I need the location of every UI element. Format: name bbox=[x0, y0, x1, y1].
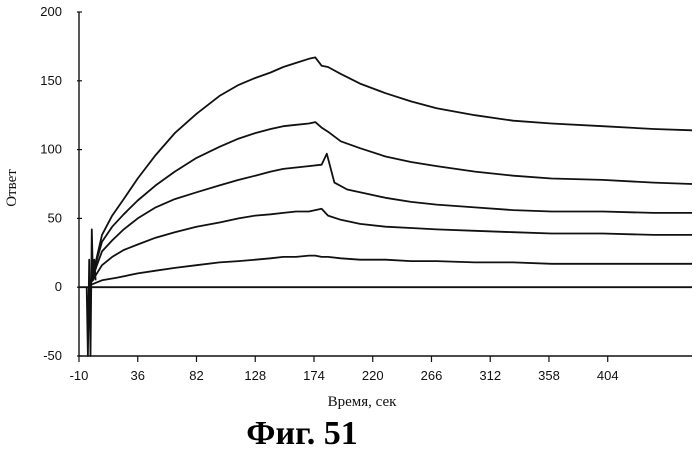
series-group bbox=[79, 57, 692, 287]
series-line-2 bbox=[92, 122, 692, 280]
y-tick-label: -50 bbox=[43, 348, 62, 363]
figure-caption: Фиг. 51 bbox=[246, 415, 357, 450]
y-tick-label: 50 bbox=[48, 210, 62, 225]
x-tick-label: 220 bbox=[362, 368, 384, 383]
series-line-4 bbox=[92, 209, 692, 282]
x-tick-label: -10 bbox=[70, 368, 89, 383]
x-tick-label: 128 bbox=[244, 368, 266, 383]
x-tick-label: 358 bbox=[538, 368, 560, 383]
y-tick-label: 0 bbox=[55, 279, 62, 294]
series-line-5 bbox=[92, 256, 692, 285]
x-tick-label: 174 bbox=[303, 368, 325, 383]
x-tick-label: 312 bbox=[479, 368, 501, 383]
y-tick-label: 200 bbox=[40, 4, 62, 19]
x-tick-label: 404 bbox=[597, 368, 619, 383]
x-tick-label: 266 bbox=[421, 368, 443, 383]
injection-spike bbox=[87, 229, 96, 356]
y-axis-label: Ответ bbox=[4, 169, 20, 207]
x-axis-label: Время, сек bbox=[328, 394, 398, 410]
series-line-3 bbox=[92, 154, 692, 281]
y-tick-label: 100 bbox=[40, 142, 62, 157]
series-line-1 bbox=[92, 57, 692, 280]
injection-spike-line bbox=[87, 229, 96, 356]
x-tick-label: 82 bbox=[189, 368, 203, 383]
y-tick-label: 150 bbox=[40, 73, 62, 88]
x-tick-label: 36 bbox=[131, 368, 145, 383]
axes bbox=[79, 12, 692, 356]
